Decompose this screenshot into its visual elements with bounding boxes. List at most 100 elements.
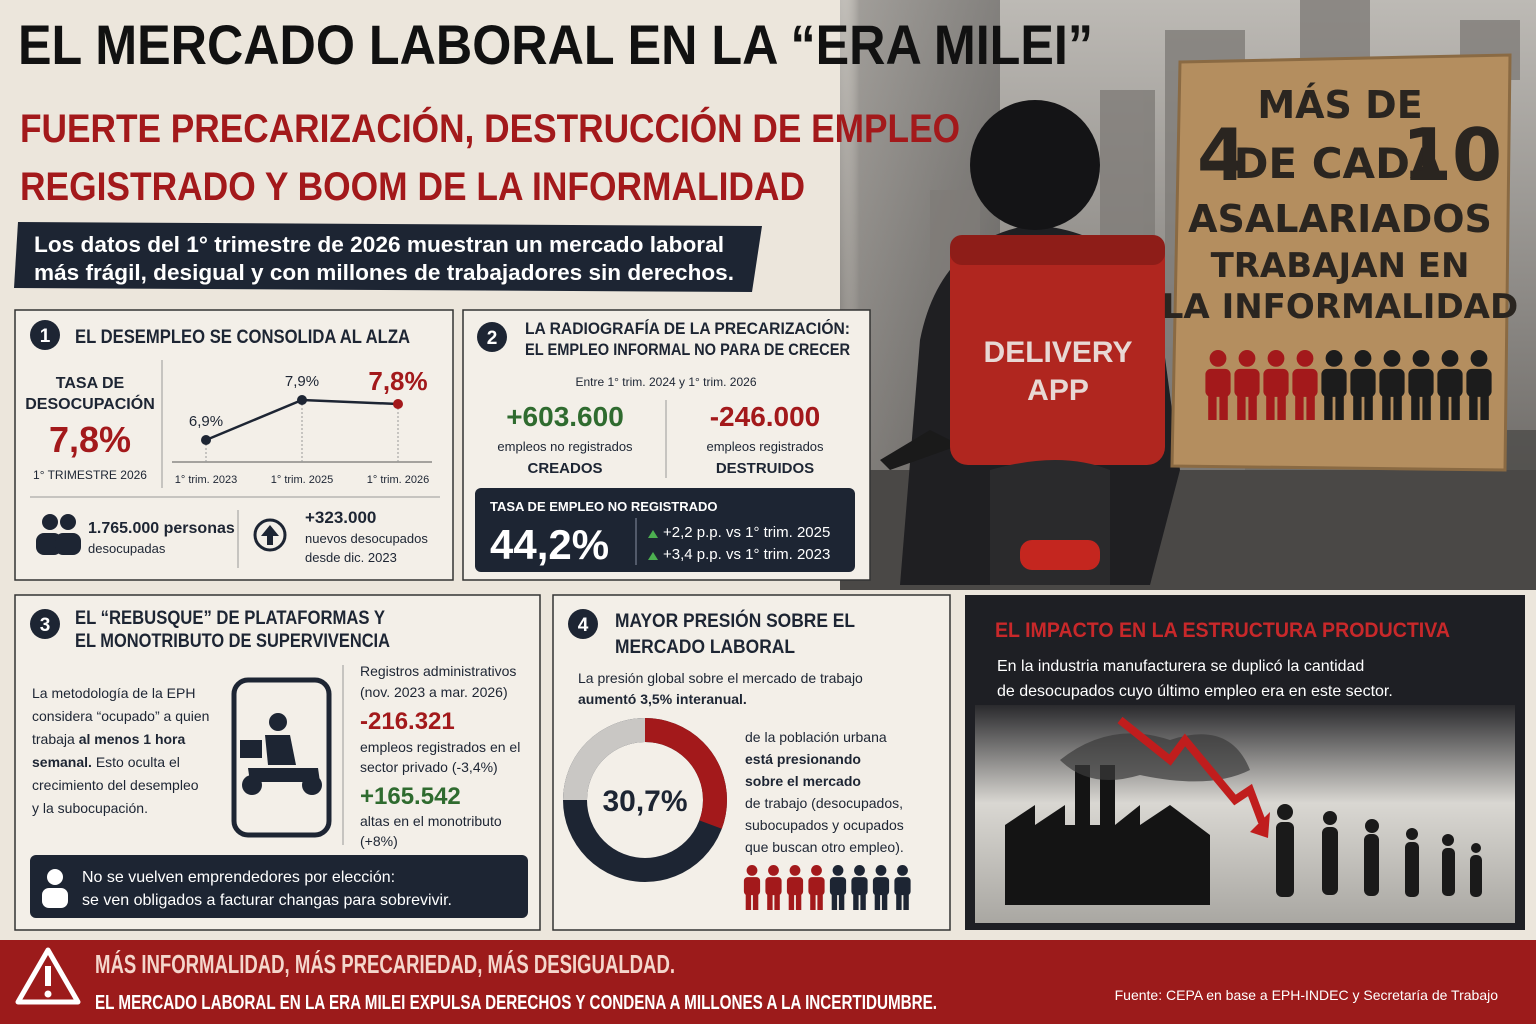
panel2-period: Entre 1° trim. 2024 y 1° trim. 2026 — [575, 375, 756, 389]
person-figure — [1350, 350, 1376, 420]
panel3-registered-1: empleos registrados en el — [360, 739, 520, 755]
panel5-text-0: En la industria manufacturera se duplicó… — [997, 658, 1364, 675]
panel — [14, 309, 454, 581]
panel1-rate-label-0: TASA DE — [56, 375, 125, 392]
donut-arc — [563, 718, 727, 882]
panel1-chart-value-labels-0: 6,9% — [189, 413, 223, 430]
figure-leg — [896, 892, 902, 910]
panel3-monotributo-1: altas en el monotributo — [360, 813, 502, 829]
figure-body — [1234, 368, 1260, 397]
person-figure — [1408, 350, 1434, 420]
footer-source: Fuente: CEPA en base a EPH-INDEC y Secre… — [1115, 987, 1499, 1003]
figure-leg — [1393, 392, 1402, 420]
figure-head — [854, 865, 865, 876]
panel1-new-unemployed-2: desde dic. 2023 — [305, 550, 397, 565]
tail-light — [1020, 540, 1100, 570]
paragraph-segment: al menos 1 hora — [79, 731, 186, 747]
panel4-title-0: MAYOR PRESIÓN SOBRE EL — [615, 610, 855, 632]
person-figure — [765, 865, 782, 910]
figure-body — [872, 877, 890, 896]
paragraph-line: La metodología de la EPH — [32, 685, 195, 701]
backpack-1: APP — [1027, 374, 1089, 407]
figure-head — [746, 865, 758, 876]
panel2-changes-1: +3,4 p.p. vs 1° trim. 2023 — [663, 546, 830, 563]
intro-0: Los datos del 1° trimestre de 2026 muest… — [34, 232, 724, 257]
panel4-donut-label: 30,7% — [602, 785, 687, 818]
sign-total: 10 — [1402, 113, 1502, 197]
subtitle-1: REGISTRADO Y BOOM DE LA INFORMALIDAD — [20, 165, 805, 209]
sign-share: 4 — [1197, 113, 1247, 197]
smoke — [1060, 733, 1250, 782]
person-figure — [786, 865, 804, 910]
number-badge — [30, 320, 60, 350]
title: EL MERCADO LABORAL EN LA “ERA MILEI” — [18, 13, 1093, 76]
figure-head — [1441, 350, 1459, 367]
sign-lines-0: ASALARIADOS — [1188, 197, 1492, 241]
figure-leg — [874, 892, 881, 910]
panel2-number: 2 — [487, 328, 498, 349]
figure-leg — [903, 892, 909, 910]
backpack — [950, 235, 1165, 465]
panel3-title-0: EL “REBUSQUE” DE PLATAFORMAS Y — [75, 608, 385, 629]
panel2-title-0: LA RADIOGRAFÍA DE LA PRECARIZACIÓN: — [525, 319, 850, 338]
panel1-period: 1° TRIMESTRE 2026 — [33, 468, 147, 482]
paragraph-line: semanal. Esto oculta el — [32, 754, 180, 770]
figure-leg — [1295, 392, 1304, 420]
figure-leg — [1353, 392, 1362, 420]
figure-leg — [1306, 392, 1315, 420]
paragraph-line: trabaja al menos 1 hora — [32, 731, 186, 747]
panel4-title-1: MERCADO LABORAL — [615, 637, 795, 658]
figure-leg — [752, 892, 759, 910]
panel5-text-1: de desocupados cuyo último empleo era en… — [997, 683, 1393, 700]
sign-top: MÁS DE — [1257, 83, 1422, 127]
figure-head — [1412, 350, 1430, 367]
panel4-text-4: subocupados y ocupados — [745, 817, 904, 833]
paragraph-line: crecimiento del desempleo — [32, 777, 199, 793]
panel1-chart-categories-0: 1° trim. 2023 — [175, 474, 237, 486]
note-box — [30, 855, 528, 918]
panel1-new-unemployed-1: nuevos desocupados — [305, 531, 428, 546]
figure-head — [1238, 350, 1256, 367]
panel2-destroyed-1: empleos registrados — [706, 439, 824, 454]
arrow-head — [1250, 812, 1270, 838]
figure-head — [875, 865, 887, 876]
panel4-text-5: que buscan otro empleo). — [745, 839, 904, 855]
panel1-chart-value-labels-1: 7,9% — [285, 373, 319, 390]
figure-head — [1209, 350, 1227, 367]
intro-band — [14, 222, 762, 292]
subtitle-0: FUERTE PRECARIZACIÓN, DESTRUCCIÓN DE EMP… — [20, 105, 960, 151]
panel3-monotributo-0: +165.542 — [360, 783, 461, 810]
paragraph-line: y la subocupación. — [32, 800, 148, 816]
paragraph-line: considera “ocupado” a quien — [32, 708, 209, 724]
figure-body — [829, 877, 847, 896]
paragraph-segment: y la subocupación. — [32, 800, 148, 816]
panel2-rate-title: TASA DE EMPLEO NO REGISTRADO — [490, 499, 718, 514]
figure-leg — [1451, 392, 1460, 420]
figure-body — [1321, 368, 1347, 397]
panel3-registered-0: -216.321 — [360, 708, 455, 735]
walking-people — [1276, 804, 1482, 897]
footer — [0, 940, 1536, 1024]
panel1-title: EL DESEMPLEO SE CONSOLIDA AL ALZA — [75, 327, 410, 348]
panel2-created-2: CREADOS — [527, 460, 602, 477]
figure-body — [1263, 368, 1289, 397]
figure-head — [768, 865, 779, 876]
figure-leg — [1364, 392, 1373, 420]
panel3-records-1: (nov. 2023 a mar. 2026) — [360, 684, 508, 700]
cardboard-sign — [1170, 53, 1512, 472]
paragraph-segment: semanal. — [32, 754, 92, 770]
falling-arrow — [1117, 716, 1266, 824]
panel4-text-3: de trabajo (desocupados, — [745, 795, 903, 811]
up-arrows — [648, 530, 658, 560]
paragraph-segment: Esto oculta el — [92, 754, 180, 770]
figure-body — [1350, 368, 1376, 397]
paragraph-segment: La metodología de la EPH — [32, 685, 195, 701]
figure-leg — [860, 892, 866, 910]
figure-leg — [838, 892, 845, 910]
person-figure — [894, 865, 911, 910]
panel2-created-0: +603.600 — [506, 401, 624, 432]
panel4-text-2: sobre el mercado — [745, 773, 861, 789]
up-arrow — [261, 525, 279, 545]
panel4-pressure-1: aumentó 3,5% interanual. — [578, 691, 747, 707]
